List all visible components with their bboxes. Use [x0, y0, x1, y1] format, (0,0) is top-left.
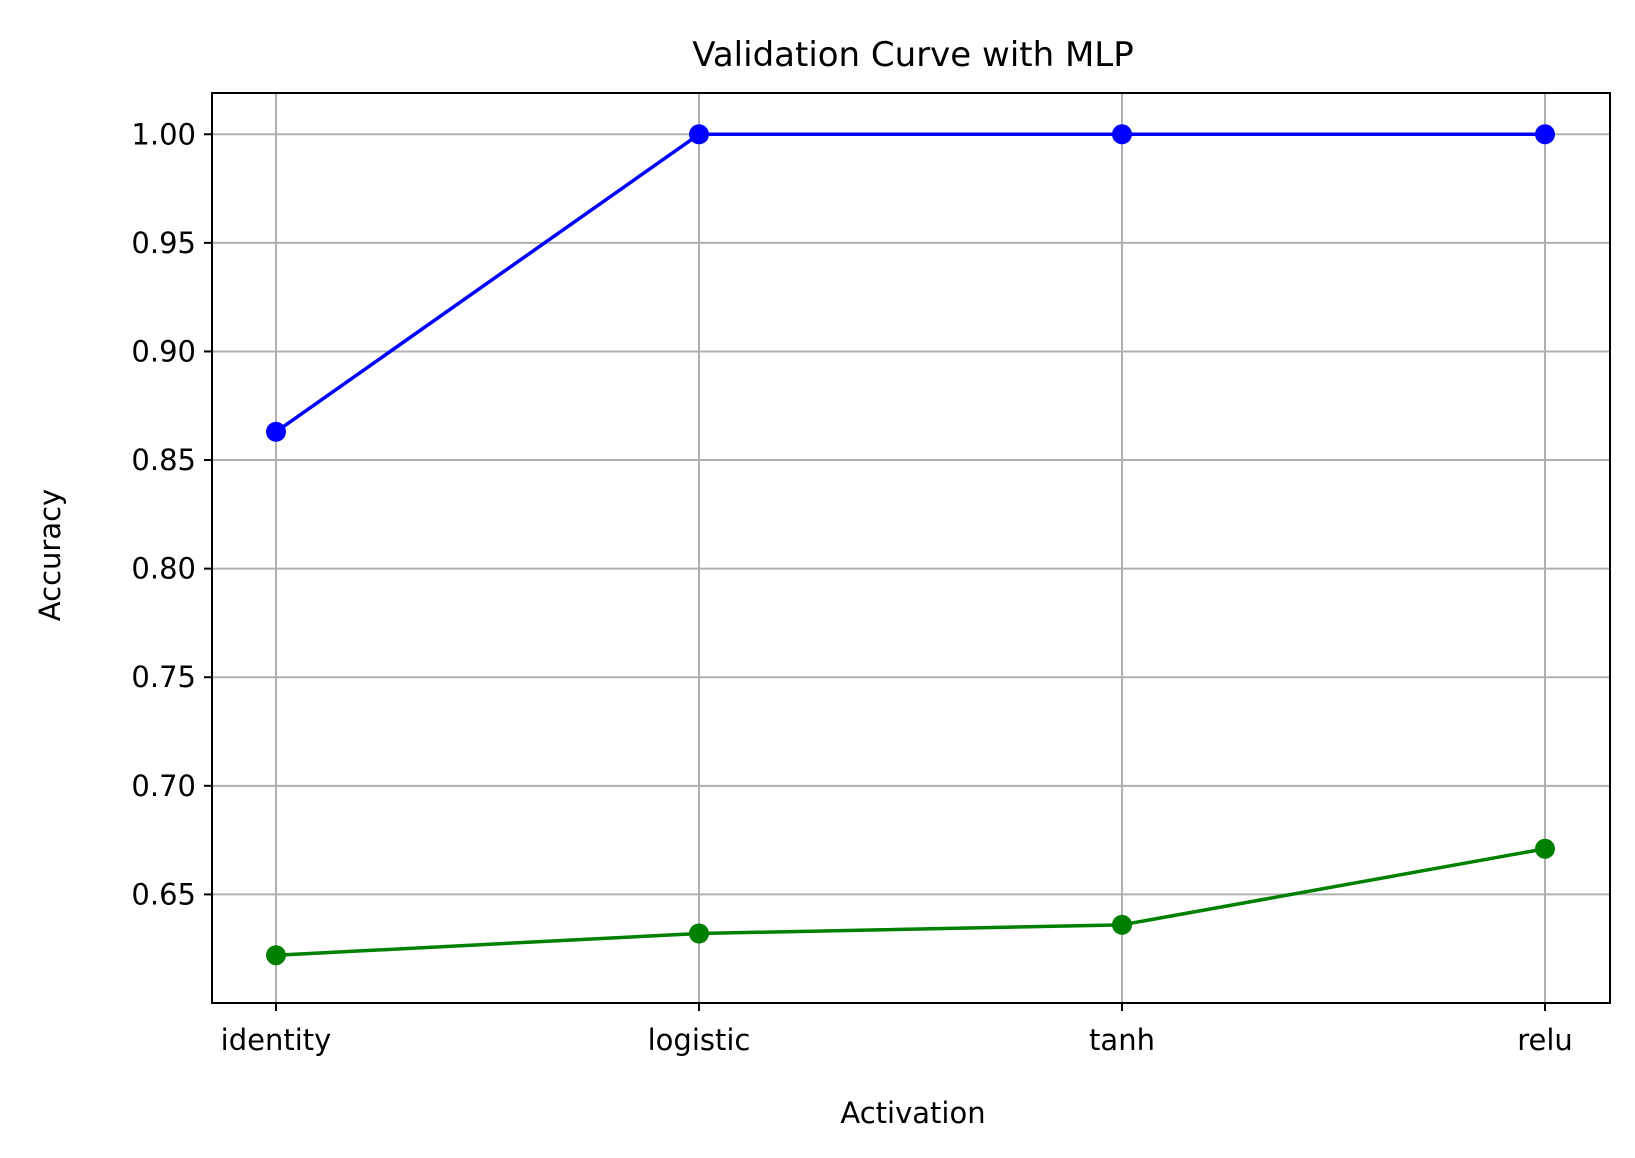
plot-frame	[211, 92, 1611, 1004]
chart-title: Validation Curve with MLP	[692, 35, 1134, 75]
series-2-line	[275, 847, 1546, 957]
y-tick-label: 0.85	[131, 443, 196, 477]
y-axis-ticks: 0.65 0.70 0.75 0.80 0.85 0.90 0.95 1.00	[131, 117, 212, 911]
y-tick-label: 0.65	[131, 877, 196, 911]
series-1-line	[274, 132, 1545, 434]
y-tick-label: 1.00	[131, 117, 196, 151]
y-tick-label: 0.95	[131, 226, 196, 260]
y-tick-label: 0.80	[131, 552, 196, 586]
series-1-point	[689, 124, 709, 145]
series-1-point	[1535, 124, 1555, 145]
series-2-point	[1535, 838, 1555, 859]
series-1-point	[266, 421, 286, 442]
y-tick-label: 0.70	[131, 769, 196, 803]
y-axis-label: Accuracy	[33, 489, 67, 621]
x-tick-label: tanh	[1089, 1023, 1155, 1057]
series-layer	[266, 124, 1555, 966]
x-tick-label: relu	[1517, 1023, 1573, 1057]
x-axis-label: Activation	[840, 1096, 985, 1130]
series-2-point	[1112, 914, 1132, 935]
y-tick-label: 0.90	[131, 334, 196, 368]
x-axis-ticks: identity logistic tanh relu	[221, 1003, 1573, 1057]
series-1-point	[1112, 124, 1132, 145]
series-2-point	[689, 923, 709, 944]
x-tick-label: identity	[221, 1023, 332, 1057]
x-tick-label: logistic	[648, 1023, 751, 1057]
y-tick-label: 0.75	[131, 660, 196, 694]
series-2-point	[266, 945, 286, 966]
grid-lines	[212, 93, 1610, 1003]
